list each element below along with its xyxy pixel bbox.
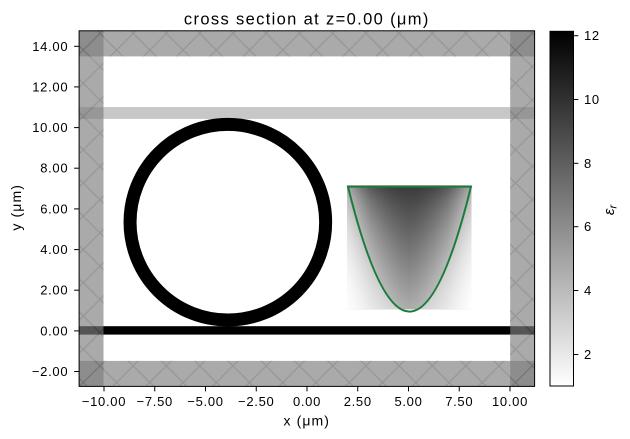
svg-text:−10.00: −10.00 <box>82 394 126 409</box>
svg-text:2: 2 <box>584 347 592 362</box>
svg-text:2.00: 2.00 <box>40 283 68 298</box>
svg-text:0.00: 0.00 <box>293 394 321 409</box>
svg-text:10: 10 <box>584 92 600 107</box>
svg-text:−5.00: −5.00 <box>187 394 223 409</box>
svg-text:cross section at z=0.00 (μm): cross section at z=0.00 (μm) <box>184 11 430 29</box>
svg-text:6: 6 <box>584 219 592 234</box>
svg-text:12.00: 12.00 <box>32 79 68 94</box>
svg-text:εr: εr <box>601 204 619 216</box>
svg-text:14.00: 14.00 <box>32 39 68 54</box>
svg-text:7.50: 7.50 <box>445 394 473 409</box>
svg-text:4: 4 <box>584 283 592 298</box>
svg-text:6.00: 6.00 <box>40 201 68 216</box>
svg-text:0.00: 0.00 <box>40 323 68 338</box>
svg-text:12: 12 <box>584 28 600 43</box>
svg-text:4.00: 4.00 <box>40 242 68 257</box>
svg-text:−2.50: −2.50 <box>238 394 274 409</box>
svg-text:8.00: 8.00 <box>40 161 68 176</box>
svg-text:−7.50: −7.50 <box>137 394 173 409</box>
svg-text:x (μm): x (μm) <box>284 413 331 429</box>
svg-text:10.00: 10.00 <box>32 120 68 135</box>
svg-text:y (μm): y (μm) <box>8 184 24 231</box>
svg-text:2.50: 2.50 <box>344 394 372 409</box>
svg-text:10.00: 10.00 <box>492 394 528 409</box>
svg-text:5.00: 5.00 <box>394 394 422 409</box>
svg-text:8: 8 <box>584 156 592 171</box>
svg-text:−2.00: −2.00 <box>32 364 68 379</box>
